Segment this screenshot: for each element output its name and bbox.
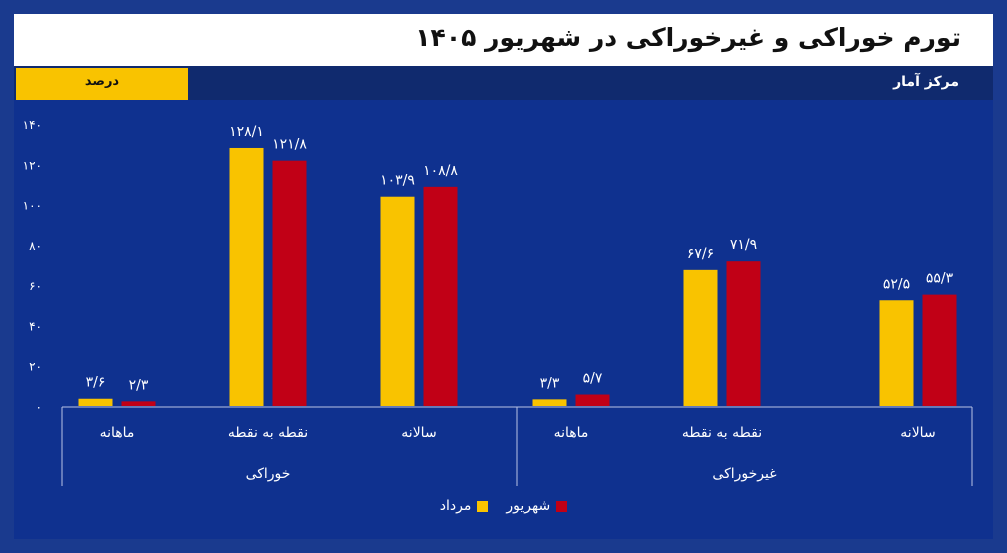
data-label: ۳/۶ [86,375,106,391]
bar [78,398,113,406]
data-label: ۳/۳ [540,375,560,391]
title-bar: تورم خوراکی و غیرخوراکی در شهریور ۱۴۰۵ [14,14,993,66]
y-tick-label: ۲۰ [29,360,42,374]
bar [532,399,567,406]
source-label: مرکز آمار [893,74,959,90]
data-label: ۱۰۸/۸ [423,163,458,179]
chart-title: تورم خوراکی و غیرخوراکی در شهریور ۱۴۰۵ [415,23,961,52]
group-label: خوراکی [246,466,291,482]
bar [683,269,718,406]
legend-label-shahrivar: شهریور [506,498,551,514]
unit-badge: درصد [16,68,188,100]
bar [121,401,156,406]
data-label: ۱۲۱/۸ [272,137,307,153]
data-label: ۲/۳ [129,377,149,393]
data-label: ۵/۷ [583,371,603,387]
legend-item-mordad: مرداد [440,498,489,514]
legend-label-mordad: مرداد [439,498,472,514]
y-tick-label: ۱۴۰ [23,118,42,132]
x-tick-label: ماهانه [100,425,135,441]
data-label: ۵۵/۳ [926,271,954,287]
data-label: ۷۱/۹ [730,237,757,253]
y-tick-label: ۱۲۰ [23,158,42,172]
bar [380,196,415,406]
x-tick-label: سالانه [401,425,436,441]
unit-label: درصد [84,74,120,89]
bar [879,300,914,406]
data-label: ۶۷/۶ [687,246,714,262]
data-label: ۱۰۳/۹ [380,173,415,189]
y-tick-label: ۸۰ [29,239,42,253]
data-label: ۱۲۸/۱ [229,124,264,140]
legend-item-shahrivar: شهریور [506,498,568,514]
legend-swatch-shahrivar [556,500,568,512]
bar [423,186,458,406]
chart-frame: تورم خوراکی و غیرخوراکی در شهریور ۱۴۰۵ د… [14,14,993,539]
x-tick-label: نقطه به نقطه [682,425,762,441]
group-label: غیرخوراکی [712,466,776,482]
bar [922,294,957,406]
x-tick-label: سالانه [900,425,935,441]
y-tick-label: ۴۰ [29,319,42,333]
bar [575,394,610,406]
y-tick-label: ۰ [36,400,42,414]
bar [272,160,307,406]
bar [229,147,264,406]
chart-legend: شهریور مرداد [0,498,1007,514]
data-label: ۵۲/۵ [883,276,910,292]
y-tick-label: ۶۰ [29,279,42,293]
sub-header-bar: درصد مرکز آمار [14,66,993,100]
y-tick-label: ۱۰۰ [23,199,42,213]
bar [726,261,761,406]
legend-swatch-mordad [477,500,489,512]
x-tick-label: نقطه به نقطه [228,425,308,441]
x-tick-label: ماهانه [554,425,589,441]
